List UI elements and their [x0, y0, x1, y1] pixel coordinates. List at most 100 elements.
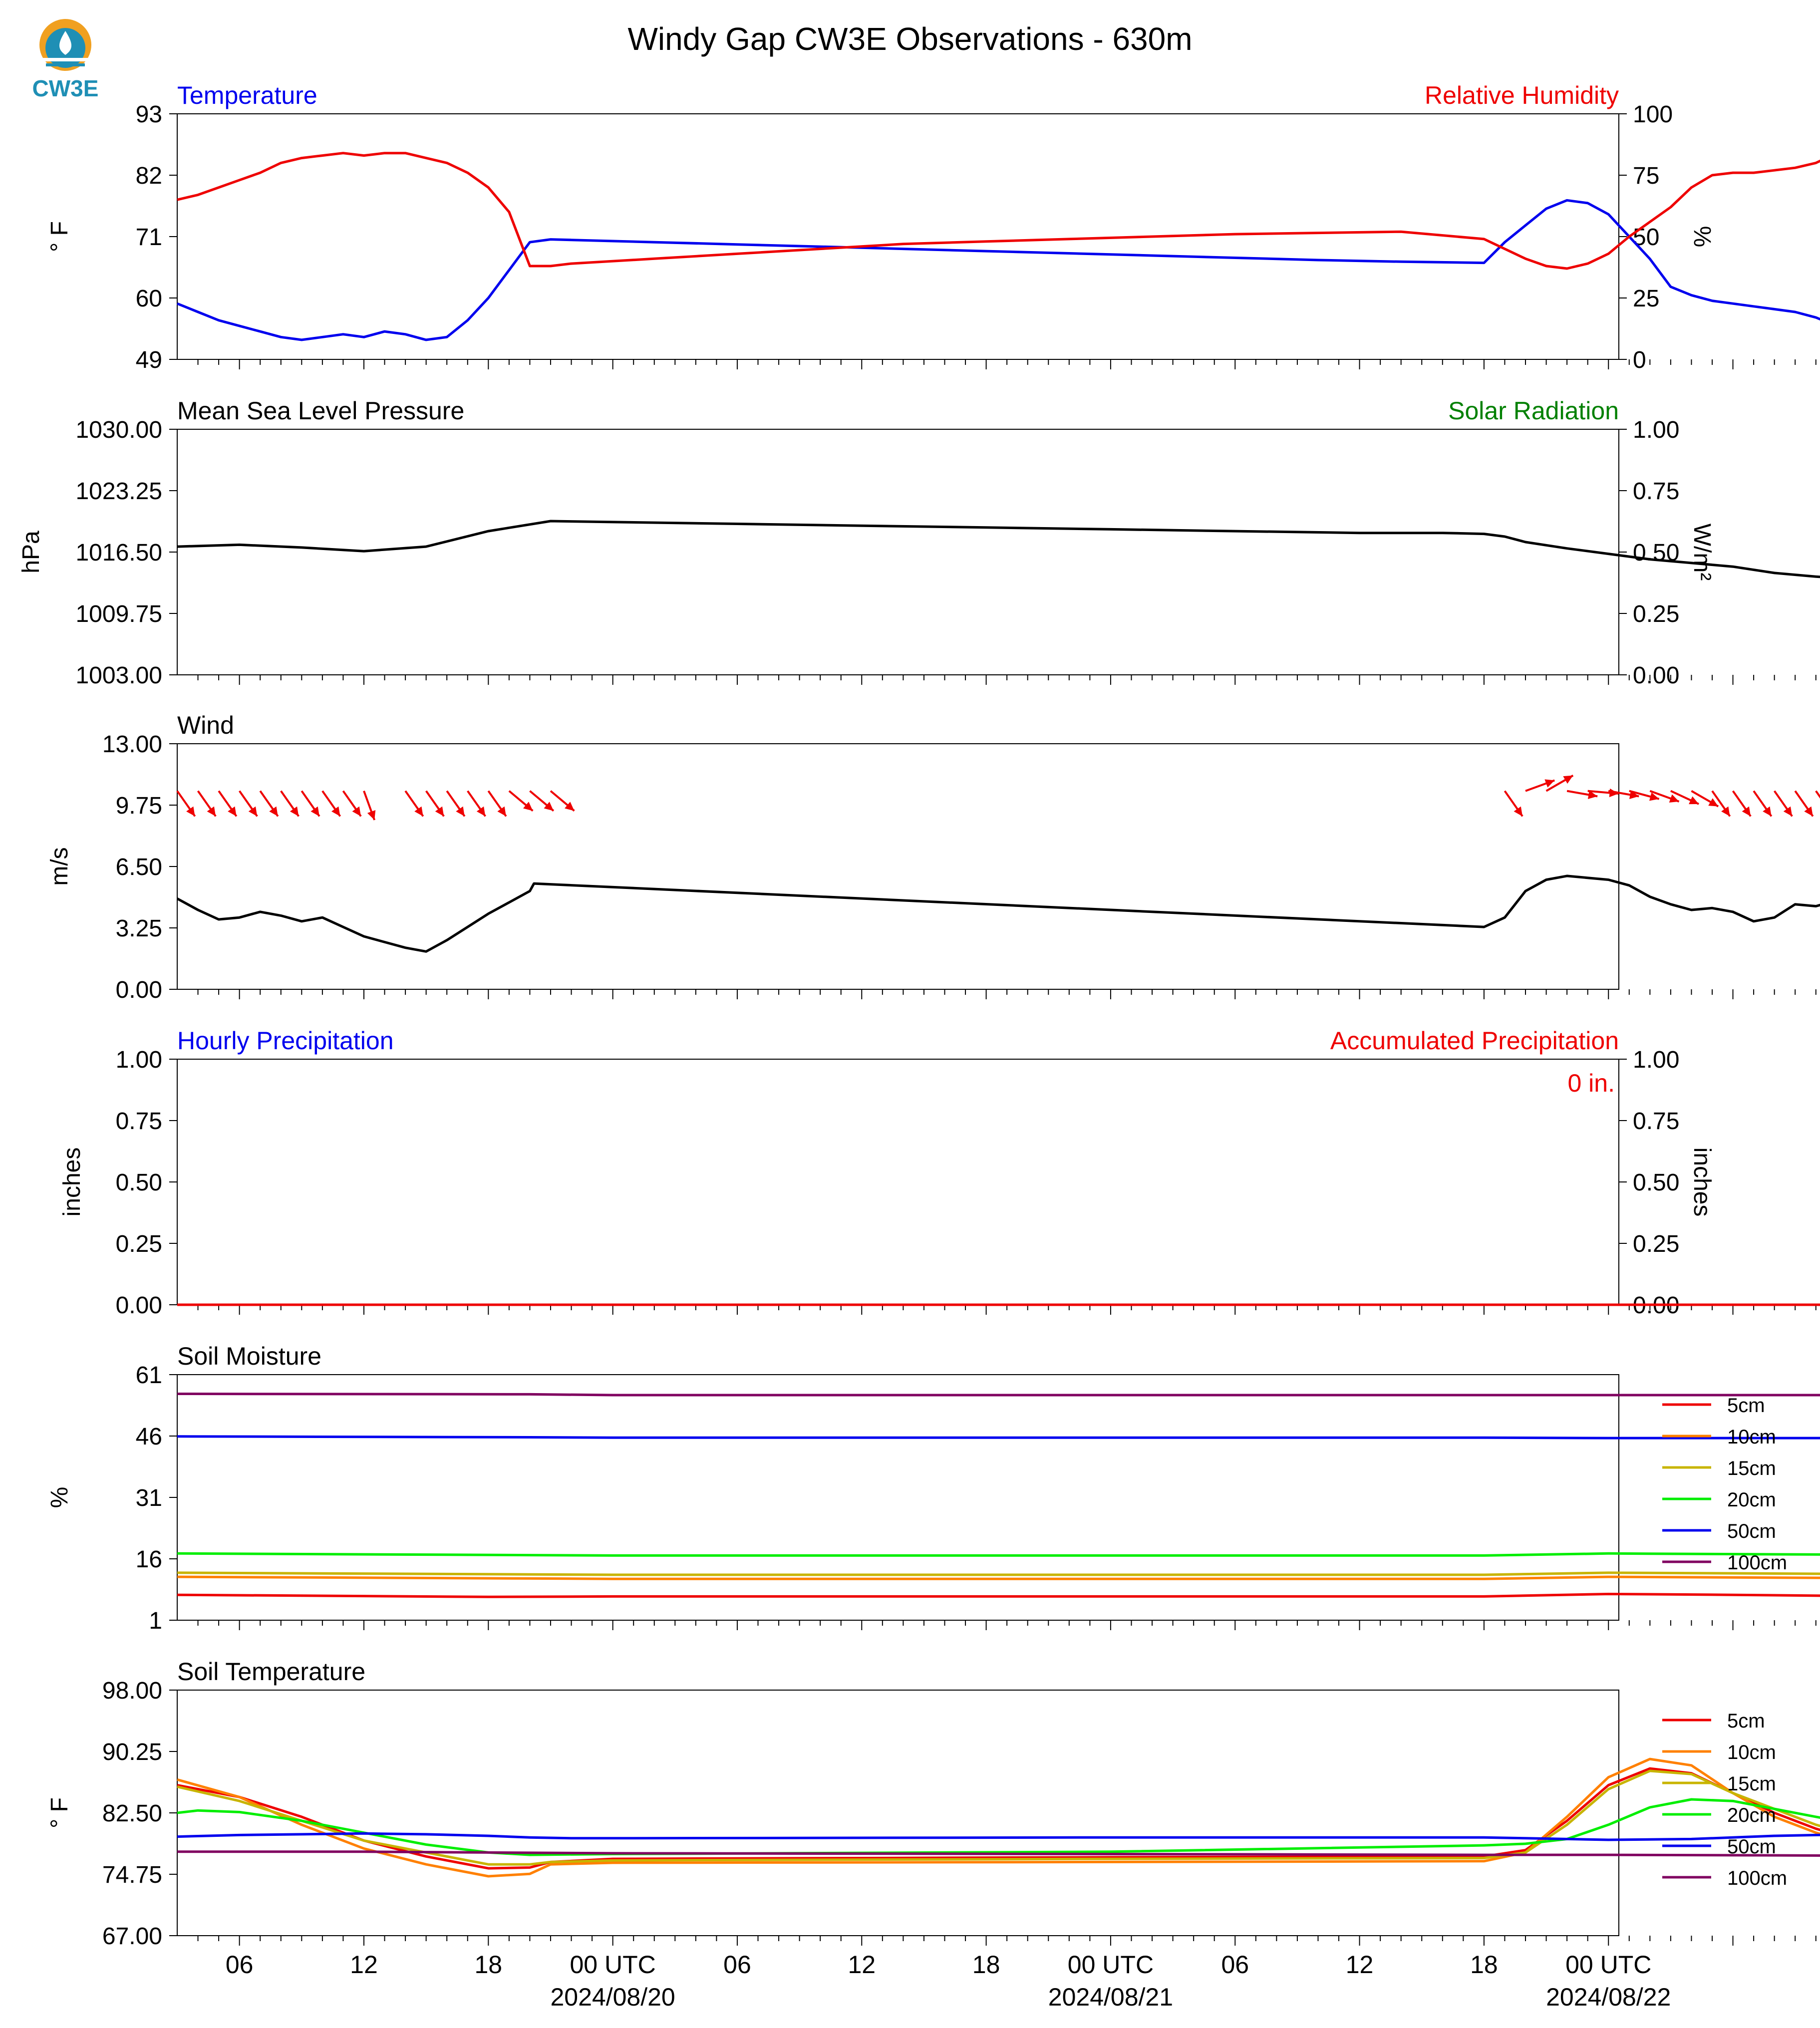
time-tick-label: 12	[350, 1951, 378, 1979]
y-tick-label-left: 1030.00	[75, 417, 162, 443]
panel-1: 1030.00 1023.25 1016.50 1009.75 1003.00 1.00 0…	[18, 397, 1820, 689]
y-tick-label-left: 74.75	[102, 1862, 162, 1888]
y-axis-label-left: ° F	[46, 1797, 73, 1828]
y-tick-label-left: 9.75	[116, 793, 162, 819]
time-tick-label: 12	[1346, 1951, 1374, 1979]
series-line-20cm	[177, 1798, 1820, 1856]
y-axis-label-right: %	[1689, 226, 1715, 248]
panel-title-left: Soil Temperature	[177, 1658, 365, 1686]
y-tick-label-right: 75	[1633, 163, 1659, 189]
y-axis-label-left: %	[46, 1487, 73, 1508]
y-tick-label-left: 98.00	[102, 1678, 162, 1704]
y-tick-label-right: 0.75	[1633, 478, 1679, 505]
wind-arrow-head	[456, 806, 465, 817]
legend-label: 5cm	[1727, 1710, 1765, 1732]
y-tick-label-left: 1003.00	[75, 662, 162, 689]
time-tick-label: 12	[848, 1951, 876, 1979]
wind-arrow-head	[1708, 798, 1719, 807]
wind-arrow-head	[1783, 806, 1793, 817]
panel-title-right: Relative Humidity	[1425, 81, 1619, 109]
wind-arrow-head	[331, 806, 340, 817]
series-line-15cm	[177, 1571, 1820, 1576]
y-tick-label-left: 0.25	[116, 1231, 162, 1257]
y-tick-label-right: 1.00	[1633, 1047, 1679, 1073]
panel-title-left: Soil Moisture	[177, 1342, 321, 1370]
y-tick-label-left: 0.00	[116, 977, 162, 1003]
panel-2: 13.00 9.75 6.50 3.25 0.00 Wind m/s	[46, 711, 1820, 1003]
y-tick-label-left: 1023.25	[75, 478, 162, 505]
wind-arrow-head	[1514, 806, 1523, 817]
legend-label: 20cm	[1727, 1804, 1776, 1826]
legend-label: 15cm	[1727, 1457, 1776, 1479]
y-tick-label-left: 0.75	[116, 1108, 162, 1135]
legend-label: 50cm	[1727, 1836, 1776, 1858]
wind-arrow-head	[565, 802, 575, 811]
series-line-left	[176, 874, 1820, 953]
y-tick-label-right: 1.00	[1633, 417, 1679, 443]
y-tick-label-left: 6.50	[116, 854, 162, 880]
time-tick-label: 06	[723, 1951, 751, 1979]
y-tick-label-right: 0.25	[1633, 601, 1679, 627]
y-tick-label-right: 100	[1633, 101, 1673, 128]
series-line-100cm	[177, 1393, 1820, 1397]
date-label: 2024/08/22	[1546, 1983, 1671, 2011]
y-tick-label-left: 71	[136, 224, 162, 251]
y-tick-label-left: 1.00	[116, 1047, 162, 1073]
y-tick-label-left: 93	[136, 101, 162, 128]
accumulated-annotation: 0 in.	[1567, 1069, 1615, 1097]
y-axis-label-left: hPa	[18, 531, 44, 574]
y-tick-label-left: 82.50	[102, 1800, 162, 1827]
water-drop-icon	[59, 31, 72, 55]
wind-arrow-head	[523, 802, 533, 811]
y-tick-label-left: 49	[136, 347, 162, 373]
series-line-right	[177, 152, 1820, 270]
legend-label: 100cm	[1727, 1552, 1787, 1574]
y-tick-label-left: 16	[136, 1546, 162, 1573]
time-tick-label: 00 UTC	[1068, 1951, 1154, 1979]
y-tick-label-left: 90.25	[102, 1739, 162, 1765]
wind-arrow-head	[497, 806, 506, 817]
legend-label: 20cm	[1727, 1489, 1776, 1511]
y-tick-label-left: 0.00	[116, 1292, 162, 1319]
logo-wave	[43, 58, 88, 61]
y-tick-label-left: 61	[136, 1362, 162, 1389]
y-tick-label-left: 3.25	[116, 915, 162, 942]
panel-title-right: Accumulated Precipitation	[1330, 1027, 1619, 1055]
series-line-15cm	[177, 1769, 1820, 1866]
wind-arrow-head	[544, 802, 554, 811]
cw3e-logo: CW3E	[32, 19, 98, 101]
y-axis-label-right: W/m²	[1689, 524, 1715, 581]
series-line-10cm	[177, 1757, 1820, 1878]
y-tick-label-left: 1	[149, 1608, 162, 1634]
time-tick-label: 18	[1470, 1951, 1498, 1979]
y-tick-label-left: 31	[136, 1485, 162, 1511]
series-line-5cm	[177, 1593, 1820, 1598]
y-axis-label-left: m/s	[46, 847, 73, 885]
y-tick-label-right: 0.00	[1633, 662, 1679, 689]
y-tick-label-left: 1009.75	[75, 601, 162, 627]
wind-arrow-head	[1544, 779, 1555, 788]
y-tick-label-left: 1016.50	[75, 540, 162, 566]
legend-label: 50cm	[1727, 1520, 1776, 1542]
wind-arrow-head	[367, 810, 376, 820]
panel-5: 98.00 90.25 82.50 74.75 67.00 Soil Temperatur…	[46, 1658, 1820, 1950]
legend-label: 10cm	[1727, 1426, 1776, 1448]
y-tick-label-left: 60	[136, 286, 162, 312]
series-line-left	[177, 199, 1820, 341]
wind-arrow-head	[1804, 806, 1813, 817]
wind-arrow-head	[1649, 792, 1659, 801]
y-tick-label-right: 0.50	[1633, 1169, 1679, 1196]
y-tick-label-left: 46	[136, 1424, 162, 1450]
time-tick-label: 00 UTC	[570, 1951, 656, 1979]
wind-arrow-head	[414, 806, 423, 817]
time-tick-label: 06	[1221, 1951, 1249, 1979]
wind-arrow-head	[1563, 775, 1573, 784]
panel-title-left: Wind	[177, 711, 234, 739]
date-label: 2024/08/21	[1048, 1983, 1173, 2011]
time-tick-label: 18	[972, 1951, 1000, 1979]
y-tick-label-left: 67.00	[102, 1923, 162, 1950]
wind-arrow	[1815, 790, 1820, 799]
